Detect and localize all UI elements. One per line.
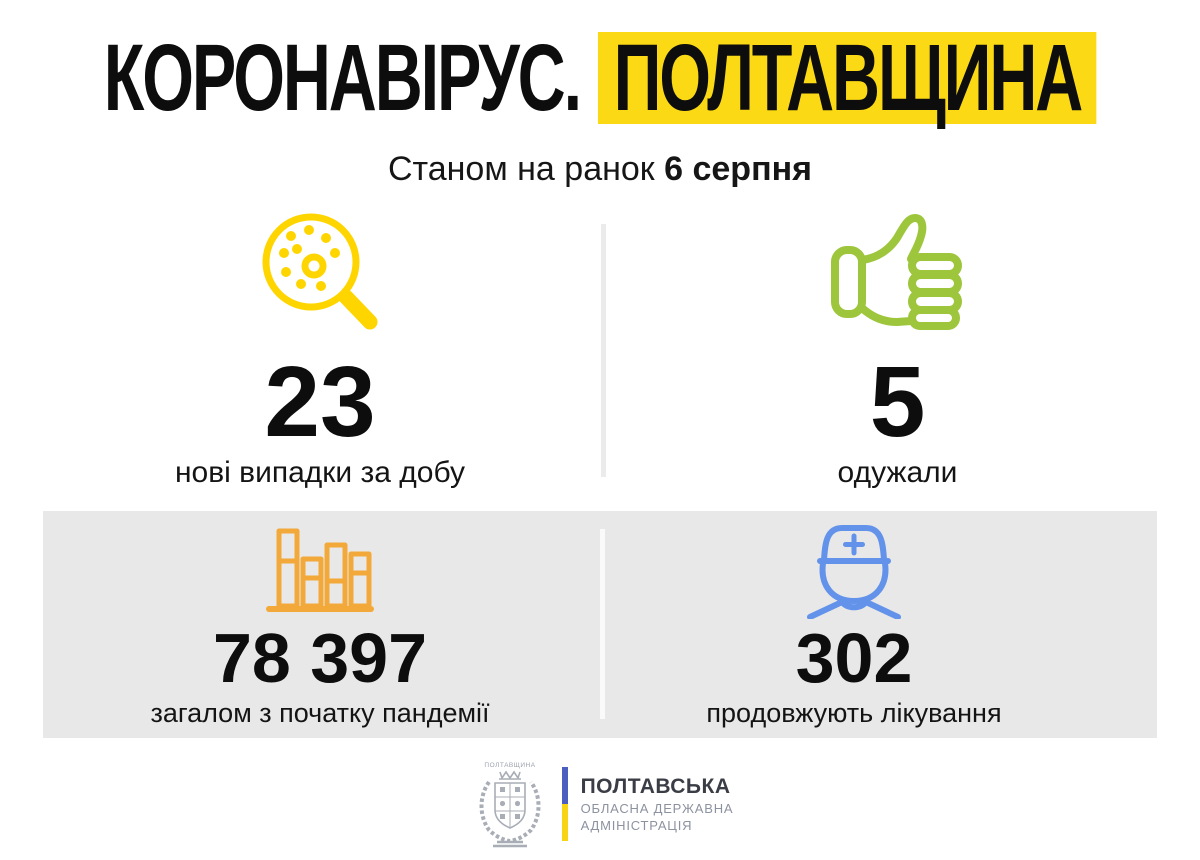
bar-chart-icon [262, 517, 378, 619]
coat-of-arms-icon: ПОЛТАВЩИНА [467, 758, 553, 850]
virus-magnifier-icon [251, 204, 389, 344]
stat-label: нові випадки за добу [174, 456, 466, 489]
vertical-divider-top [601, 224, 606, 477]
report-date-prefix: Станом на ранок [388, 150, 665, 188]
report-date: 6 серпня [664, 150, 812, 188]
report-date-line: Станом на ранок 6 серпня [0, 150, 1200, 189]
emblem-caption: ПОЛТАВЩИНА [484, 762, 535, 769]
stat-value: 78 397 [212, 619, 428, 697]
stat-total-cases: 78 397 загалом з початку пандемії [40, 517, 600, 732]
title-highlight: ПОЛТАВЩИНА [597, 31, 1097, 126]
thumbs-up-icon [827, 204, 969, 344]
stat-value: 5 [869, 346, 926, 458]
page-title: КОРОНАВІРУС. ПОЛТАВЩИНА [0, 31, 1200, 126]
stat-value: 302 [795, 619, 913, 697]
totals-band: 78 397 загалом з початку пандемії 302 пр… [43, 511, 1157, 738]
vertical-divider-bottom [600, 529, 605, 719]
stat-label: продовжують лікування [706, 698, 1002, 728]
stat-value: 23 [264, 346, 376, 458]
org-name: ПОЛТАВСЬКА ОБЛАСНА ДЕРЖАВНА АДМІНІСТРАЦІ… [581, 774, 734, 834]
doctor-icon [793, 517, 915, 619]
org-name-line1: ПОЛТАВСЬКА [580, 775, 731, 798]
footer: ПОЛТАВЩИНА П [0, 758, 1200, 850]
stat-new-cases: 23 нові випадки за добу [40, 204, 600, 494]
stat-label: одужали [837, 456, 958, 489]
org-name-line3: АДМІНІСТРАЦІЯ [580, 818, 693, 833]
flag-divider [561, 767, 568, 841]
flag-yellow-segment [561, 804, 568, 841]
stat-label: загалом з початку пандемії [150, 698, 490, 728]
flag-blue-segment [561, 767, 568, 804]
stat-in-treatment: 302 продовжують лікування [574, 517, 1134, 732]
org-name-line2: ОБЛАСНА ДЕРЖАВНА [580, 801, 734, 816]
title-text: КОРОНАВІРУС. [103, 25, 582, 131]
stat-recovered: 5 одужали [615, 204, 1180, 494]
